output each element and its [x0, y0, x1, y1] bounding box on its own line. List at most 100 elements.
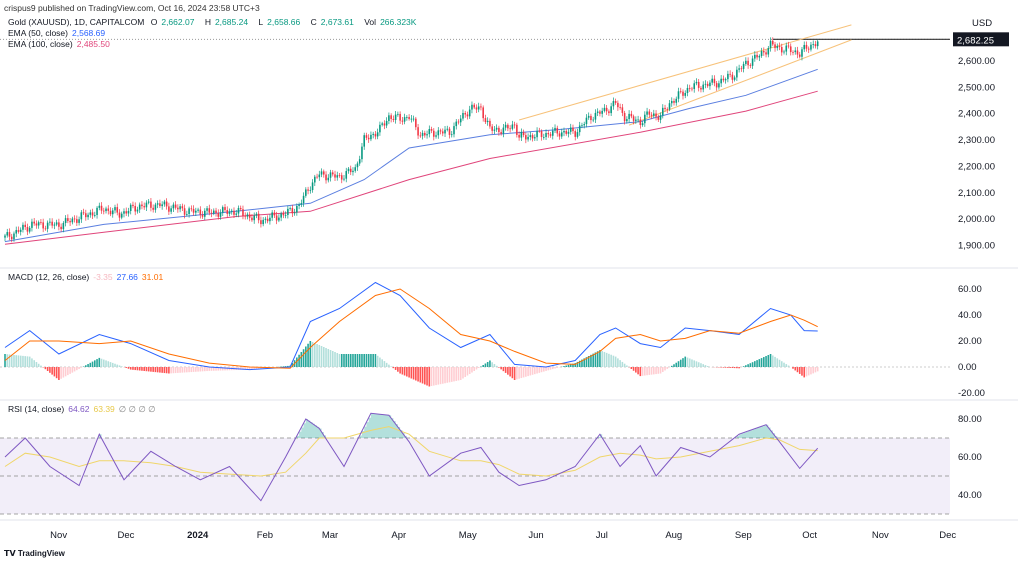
candle-body	[253, 215, 255, 221]
macd-histogram-bar	[664, 367, 666, 371]
candle-body	[814, 44, 817, 47]
macd-histogram-bar	[412, 367, 415, 380]
candle-body	[736, 69, 738, 78]
candle-body	[226, 210, 229, 214]
macd-histogram-bar	[71, 367, 74, 373]
macd-histogram-bar	[401, 367, 404, 375]
macd-histogram-bar	[556, 367, 559, 368]
candle-body	[336, 175, 339, 178]
macd-histogram-bar	[677, 361, 680, 367]
candle-body	[242, 209, 244, 216]
macd-histogram-bar	[305, 346, 307, 367]
candle-body	[536, 130, 538, 138]
rsi-legend[interactable]: RSI (14, close) 64.62 63.39 ∅ ∅ ∅ ∅	[8, 404, 156, 414]
macd-histogram-bar	[567, 364, 570, 367]
candle-body	[367, 137, 370, 140]
candle-body	[635, 119, 637, 121]
macd-histogram-bar	[704, 365, 707, 367]
macd-histogram-bar	[733, 367, 736, 369]
time-tick: Nov	[872, 530, 889, 541]
candle-body	[767, 48, 770, 55]
candle-body	[188, 208, 190, 215]
macd-histogram-bar	[720, 367, 722, 368]
macd-histogram-bar	[801, 367, 803, 376]
candle-body	[163, 201, 166, 205]
candle-body	[585, 117, 588, 125]
candle-body	[630, 113, 633, 117]
volume-value: 266.323K	[380, 17, 417, 27]
macd-histogram-bar	[545, 367, 547, 371]
macd-histogram-bar	[592, 353, 594, 367]
candle-body	[475, 107, 478, 110]
macd-histogram-bar	[215, 367, 217, 371]
macd-histogram-bar	[147, 367, 150, 372]
macd-histogram-bar	[116, 364, 119, 367]
macd-histogram-bar	[444, 367, 446, 384]
candle-body	[807, 48, 810, 50]
candle-body	[314, 176, 316, 183]
macd-histogram-bar	[529, 367, 532, 376]
candle-body	[82, 212, 85, 214]
candle-body	[37, 222, 40, 226]
macd-legend[interactable]: MACD (12, 26, close) -3.35 27.66 31.01	[8, 272, 164, 282]
macd-histogram-bar	[491, 362, 493, 367]
macd-histogram-bar	[338, 354, 341, 367]
macd-histogram-bar	[257, 367, 260, 369]
macd-histogram-bar	[168, 367, 170, 374]
candle-body	[601, 110, 603, 114]
candle-body	[749, 65, 752, 67]
macd-histogram-bar	[637, 367, 639, 375]
candle-body	[655, 113, 657, 117]
macd-histogram-bar	[450, 367, 453, 382]
macd-histogram-bar	[163, 367, 166, 374]
ema100-legend[interactable]: EMA (100, close) 2,485.50	[8, 39, 110, 49]
macd-histogram-bar	[67, 367, 69, 376]
candle-body	[538, 130, 541, 132]
candle-body	[170, 208, 172, 212]
macd-histogram-bar	[156, 367, 159, 373]
macd-histogram-bar	[686, 357, 689, 367]
candle-body	[682, 91, 684, 96]
candle-body	[338, 175, 341, 176]
candle-body	[273, 212, 276, 216]
macd-histogram-bar	[311, 342, 314, 367]
macd-histogram-bar	[154, 367, 157, 373]
macd-histogram-bar	[765, 356, 767, 367]
candle-body	[10, 236, 13, 240]
candle-body	[399, 113, 401, 121]
candle-body	[646, 111, 648, 115]
candle-body	[691, 88, 693, 90]
candle-body	[71, 218, 74, 223]
candle-body	[614, 101, 617, 103]
candle-body	[55, 222, 58, 225]
macd-histogram-bar	[322, 347, 325, 367]
candle-body	[612, 101, 615, 107]
macd-histogram-bar	[534, 367, 536, 375]
macd-histogram-bar	[60, 367, 62, 379]
macd-histogram-bar	[325, 348, 327, 367]
candle-body	[46, 222, 49, 229]
candle-body	[778, 46, 781, 48]
candle-body	[381, 123, 383, 125]
macd-histogram-bar	[736, 367, 738, 369]
macd-histogram-bar	[565, 365, 568, 367]
price-tick: 1,900.00	[958, 241, 995, 252]
candle-body	[183, 208, 186, 215]
macd-histogram-bar	[543, 367, 545, 372]
ema50-legend[interactable]: EMA (50, close) 2,568.69	[8, 28, 106, 38]
candle-body	[493, 129, 496, 131]
candle-body	[534, 137, 536, 139]
candle-body	[792, 52, 794, 53]
time-tick: Feb	[257, 530, 273, 541]
candle-body	[729, 73, 731, 75]
candle-body	[129, 204, 132, 212]
tradingview-logo[interactable]: 𝗧𝗩 TradingView	[4, 549, 65, 558]
macd-histogram-bar	[599, 350, 601, 367]
candle-body	[509, 128, 511, 130]
macd-histogram-bar	[803, 367, 806, 378]
macd-histogram-bar	[432, 367, 435, 386]
candle-body	[85, 213, 87, 218]
candle-body	[489, 120, 491, 127]
candle-body	[464, 112, 467, 115]
